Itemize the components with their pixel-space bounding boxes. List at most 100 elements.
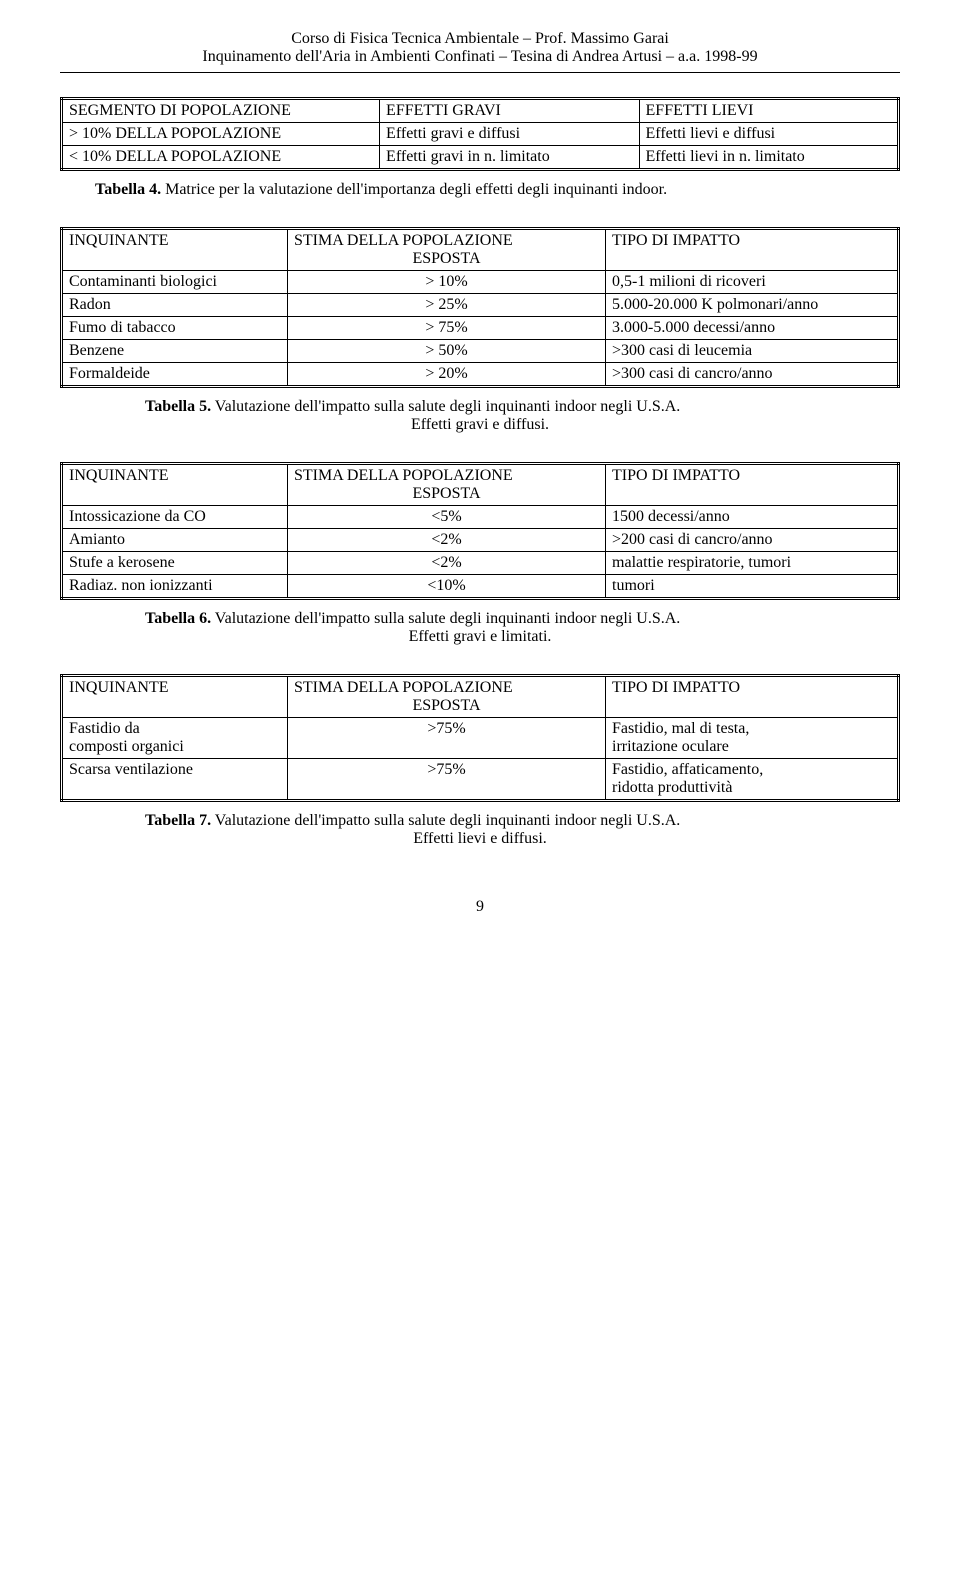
table-row: Formaldeide > 20% >300 casi di cancro/an… xyxy=(62,363,899,387)
table-7: INQUINANTE STIMA DELLA POPOLAZIONE ESPOS… xyxy=(60,674,900,802)
cell: tumori xyxy=(606,575,899,599)
table-4: SEGMENTO DI POPOLAZIONE EFFETTI GRAVI EF… xyxy=(60,97,900,171)
table-row: Radon > 25% 5.000-20.000 K polmonari/ann… xyxy=(62,294,899,317)
cell: > 50% xyxy=(287,340,605,363)
cell: Amianto xyxy=(62,529,288,552)
cell: TIPO DI IMPATTO xyxy=(606,464,899,506)
caption-subtext: Effetti gravi e diffusi. xyxy=(110,416,850,434)
table-6-caption: Tabella 6. Valutazione dell'impatto sull… xyxy=(110,610,850,646)
cell: 5.000-20.000 K polmonari/anno xyxy=(606,294,899,317)
table-row: Benzene > 50% >300 casi di leucemia xyxy=(62,340,899,363)
cell: Scarsa ventilazione xyxy=(62,759,288,801)
cell: INQUINANTE xyxy=(62,229,288,271)
cell: Intossicazione da CO xyxy=(62,506,288,529)
cell: >75% xyxy=(287,759,605,801)
cell: <2% xyxy=(287,552,605,575)
cell: Effetti lievi e diffusi xyxy=(639,123,898,146)
cell: <10% xyxy=(287,575,605,599)
table-row: Scarsa ventilazione >75% Fastidio, affat… xyxy=(62,759,899,801)
cell: STIMA DELLA POPOLAZIONE ESPOSTA xyxy=(287,676,605,718)
table-row: INQUINANTE STIMA DELLA POPOLAZIONE ESPOS… xyxy=(62,464,899,506)
table-row: INQUINANTE STIMA DELLA POPOLAZIONE ESPOS… xyxy=(62,229,899,271)
table-7-caption: Tabella 7. Valutazione dell'impatto sull… xyxy=(110,812,850,848)
cell-line: STIMA DELLA POPOLAZIONE xyxy=(294,467,513,484)
header-line-1: Corso di Fisica Tecnica Ambientale – Pro… xyxy=(60,30,900,48)
caption-text: Valutazione dell'impatto sulla salute de… xyxy=(211,398,680,415)
cell-line: irritazione oculare xyxy=(612,738,729,755)
cell-line: Fastidio, affaticamento, xyxy=(612,761,763,778)
caption-label: Tabella 5. xyxy=(145,398,211,415)
cell-line: STIMA DELLA POPOLAZIONE xyxy=(294,232,513,249)
table-row: Fumo di tabacco > 75% 3.000-5.000 decess… xyxy=(62,317,899,340)
cell-line: ridotta produttività xyxy=(612,779,732,796)
header-line-2: Inquinamento dell'Aria in Ambienti Confi… xyxy=(60,48,900,66)
cell: Formaldeide xyxy=(62,363,288,387)
cell: 3.000-5.000 decessi/anno xyxy=(606,317,899,340)
cell: Stufe a kerosene xyxy=(62,552,288,575)
table-5: INQUINANTE STIMA DELLA POPOLAZIONE ESPOS… xyxy=(60,227,900,388)
cell-line: ESPOSTA xyxy=(294,250,599,268)
cell: EFFETTI GRAVI xyxy=(380,99,639,123)
cell: malattie respiratorie, tumori xyxy=(606,552,899,575)
caption-subtext: Effetti lievi e diffusi. xyxy=(110,830,850,848)
caption-label: Tabella 7. xyxy=(145,812,211,829)
table-row: Radiaz. non ionizzanti <10% tumori xyxy=(62,575,899,599)
cell: Benzene xyxy=(62,340,288,363)
cell: 1500 decessi/anno xyxy=(606,506,899,529)
cell: Effetti gravi in n. limitato xyxy=(380,146,639,170)
cell: < 10% DELLA POPOLAZIONE xyxy=(62,146,380,170)
cell: Fastidio da composti organici xyxy=(62,718,288,759)
cell-line: STIMA DELLA POPOLAZIONE xyxy=(294,679,513,696)
cell: Fumo di tabacco xyxy=(62,317,288,340)
cell: > 10% xyxy=(287,271,605,294)
cell: INQUINANTE xyxy=(62,676,288,718)
table-row: Stufe a kerosene <2% malattie respirator… xyxy=(62,552,899,575)
table-row: < 10% DELLA POPOLAZIONE Effetti gravi in… xyxy=(62,146,899,170)
caption-text: Valutazione dell'impatto sulla salute de… xyxy=(211,812,680,829)
caption-subtext: Effetti gravi e limitati. xyxy=(110,628,850,646)
cell-line: composti organici xyxy=(69,738,184,755)
cell: >75% xyxy=(287,718,605,759)
table-6: INQUINANTE STIMA DELLA POPOLAZIONE ESPOS… xyxy=(60,462,900,600)
table-row: Intossicazione da CO <5% 1500 decessi/an… xyxy=(62,506,899,529)
page-header: Corso di Fisica Tecnica Ambientale – Pro… xyxy=(60,30,900,66)
cell: 0,5-1 milioni di ricoveri xyxy=(606,271,899,294)
caption-label: Tabella 4. xyxy=(95,181,161,198)
cell: EFFETTI LIEVI xyxy=(639,99,898,123)
cell: Radiaz. non ionizzanti xyxy=(62,575,288,599)
cell-line: ESPOSTA xyxy=(294,697,599,715)
table-row: INQUINANTE STIMA DELLA POPOLAZIONE ESPOS… xyxy=(62,676,899,718)
table-4-caption: Tabella 4. Matrice per la valutazione de… xyxy=(95,181,850,199)
cell: STIMA DELLA POPOLAZIONE ESPOSTA xyxy=(287,464,605,506)
table-row: SEGMENTO DI POPOLAZIONE EFFETTI GRAVI EF… xyxy=(62,99,899,123)
cell: > 75% xyxy=(287,317,605,340)
cell: >200 casi di cancro/anno xyxy=(606,529,899,552)
cell: <5% xyxy=(287,506,605,529)
table-row: Amianto <2% >200 casi di cancro/anno xyxy=(62,529,899,552)
header-separator xyxy=(60,72,900,73)
cell: > 20% xyxy=(287,363,605,387)
cell: Contaminanti biologici xyxy=(62,271,288,294)
caption-text: Matrice per la valutazione dell'importan… xyxy=(161,181,667,198)
cell: TIPO DI IMPATTO xyxy=(606,676,899,718)
cell: TIPO DI IMPATTO xyxy=(606,229,899,271)
cell: > 25% xyxy=(287,294,605,317)
cell: Radon xyxy=(62,294,288,317)
cell: >300 casi di leucemia xyxy=(606,340,899,363)
cell-line: ESPOSTA xyxy=(294,485,599,503)
caption-label: Tabella 6. xyxy=(145,610,211,627)
cell: > 10% DELLA POPOLAZIONE xyxy=(62,123,380,146)
page-number: 9 xyxy=(60,898,900,916)
cell: Fastidio, mal di testa, irritazione ocul… xyxy=(606,718,899,759)
cell: >300 casi di cancro/anno xyxy=(606,363,899,387)
cell: Fastidio, affaticamento, ridotta produtt… xyxy=(606,759,899,801)
cell: <2% xyxy=(287,529,605,552)
table-5-caption: Tabella 5. Valutazione dell'impatto sull… xyxy=(110,398,850,434)
caption-text: Valutazione dell'impatto sulla salute de… xyxy=(211,610,680,627)
cell: Effetti lievi in n. limitato xyxy=(639,146,898,170)
table-row: Fastidio da composti organici >75% Fasti… xyxy=(62,718,899,759)
cell: Effetti gravi e diffusi xyxy=(380,123,639,146)
cell: SEGMENTO DI POPOLAZIONE xyxy=(62,99,380,123)
table-row: Contaminanti biologici > 10% 0,5-1 milio… xyxy=(62,271,899,294)
cell: INQUINANTE xyxy=(62,464,288,506)
